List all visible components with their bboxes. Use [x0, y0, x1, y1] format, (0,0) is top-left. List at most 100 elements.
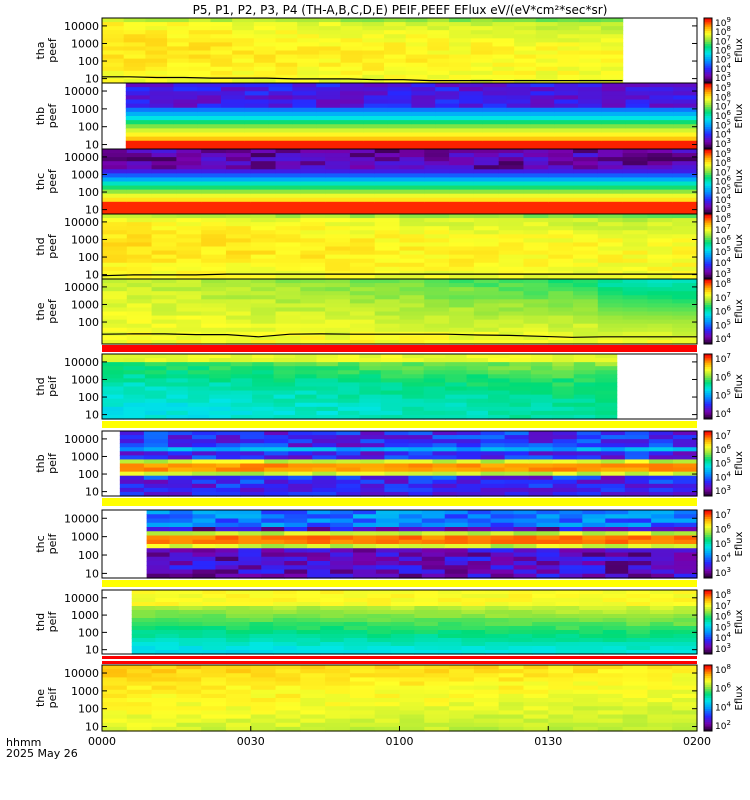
heatmap-cell: [437, 626, 463, 631]
colorbar-segment: [704, 283, 712, 286]
heatmap-cell: [187, 386, 210, 392]
heatmap-cell: [253, 66, 277, 72]
heatmap-cell: [647, 214, 673, 219]
heatmap-cell: [284, 522, 308, 528]
heatmap-cell: [595, 398, 618, 404]
heatmap-cell: [363, 116, 389, 121]
heatmap-cell: [626, 598, 651, 603]
status-bar: [102, 421, 697, 428]
heatmap-cell: [626, 606, 651, 611]
heatmap-cell: [178, 630, 203, 635]
heatmap-cell: [102, 70, 125, 76]
heatmap-cell: [622, 181, 649, 187]
heatmap-cell: [651, 535, 675, 541]
heatmap-cell: [300, 307, 326, 313]
heatmap-cell: [102, 366, 125, 371]
heatmap-cell: [672, 295, 698, 300]
heatmap-cell: [201, 283, 227, 288]
heatmap-cell: [273, 390, 296, 396]
colorbar-tick-label: 104: [715, 332, 731, 345]
heatmap-cell: [625, 91, 650, 96]
heatmap-cell: [449, 327, 475, 333]
heatmap-cell: [221, 140, 246, 146]
heatmap-cell: [424, 677, 450, 683]
heatmap-cell: [380, 394, 403, 400]
heatmap-cell: [166, 410, 189, 416]
heatmap-cell: [552, 483, 578, 489]
heatmap-cell: [427, 38, 450, 43]
heatmap-cell: [375, 531, 400, 537]
heatmap-cell: [362, 34, 385, 39]
heatmap-cell: [210, 58, 233, 64]
heatmap-cell: [411, 95, 436, 101]
heatmap-cell: [579, 62, 602, 68]
heatmap-cell: [470, 38, 494, 43]
heatmap-cell: [316, 382, 339, 388]
colorbar-segment: [704, 596, 712, 600]
heatmap-cell: [530, 144, 555, 150]
heatmap-cell: [232, 74, 255, 80]
heatmap-cell: [506, 83, 531, 88]
heatmap-cell: [143, 431, 169, 436]
heatmap-cell: [232, 34, 255, 39]
heatmap-cell: [330, 552, 354, 558]
heatmap-cell: [482, 124, 508, 129]
heatmap-cell: [473, 722, 500, 728]
heatmap-cell: [411, 83, 436, 88]
heatmap-cell: [188, 54, 212, 60]
heatmap-cell: [343, 642, 368, 647]
heatmap-cell: [597, 209, 624, 215]
heatmap-cell: [176, 335, 202, 341]
heatmap-cell: [284, 561, 308, 566]
heatmap-cell: [176, 287, 202, 292]
heatmap-cell: [523, 702, 549, 707]
heatmap-cell: [176, 165, 202, 170]
heatmap-cell: [579, 598, 604, 603]
heatmap-cell: [432, 475, 458, 481]
heatmap-cell: [102, 58, 125, 64]
heatmap-cell: [249, 626, 274, 631]
heatmap-cell: [536, 527, 560, 532]
heatmap-cell: [449, 185, 475, 191]
heatmap-cell: [461, 602, 486, 607]
heatmap-cell: [167, 42, 190, 48]
heatmap-cell: [473, 673, 500, 678]
heatmap-cell: [421, 527, 446, 532]
heatmap-cell: [102, 693, 128, 699]
heatmap-cell: [548, 173, 574, 179]
heatmap-cell: [166, 386, 189, 392]
heatmap-cell: [123, 42, 146, 48]
heatmap-cell: [535, 42, 559, 48]
heatmap-cell: [601, 103, 627, 109]
heatmap-cell: [514, 46, 537, 52]
heatmap-cell: [405, 66, 428, 72]
heatmap-cell: [253, 38, 277, 43]
heatmap-cell: [597, 161, 624, 166]
heatmap-cell: [408, 455, 434, 461]
heatmap-cell: [197, 124, 222, 129]
heatmap-cell: [467, 522, 492, 528]
heatmap-cell: [490, 527, 515, 532]
heatmap-cell: [187, 362, 210, 367]
heatmap-cell: [582, 527, 606, 532]
heatmap-cell: [672, 274, 698, 280]
heatmap-cell: [672, 726, 698, 732]
heatmap-cell: [167, 46, 190, 52]
heatmap-cell: [424, 722, 450, 728]
heatmap-cell: [459, 107, 484, 113]
heatmap-cell: [672, 327, 698, 333]
colorbar-segment: [704, 94, 712, 97]
heatmap-cell: [424, 702, 450, 707]
heatmap-cell: [399, 246, 425, 252]
heatmap-cell: [275, 193, 301, 199]
heatmap-cell: [374, 258, 401, 264]
colorbar-segment: [704, 113, 712, 117]
heatmap-cell: [367, 598, 392, 603]
heatmap-cell: [250, 214, 277, 219]
heatmap-cell: [102, 279, 128, 284]
heatmap-cell: [595, 378, 618, 384]
heatmap-cell: [102, 62, 125, 68]
heatmap-cell: [253, 74, 277, 80]
heatmap-cell: [399, 185, 425, 191]
